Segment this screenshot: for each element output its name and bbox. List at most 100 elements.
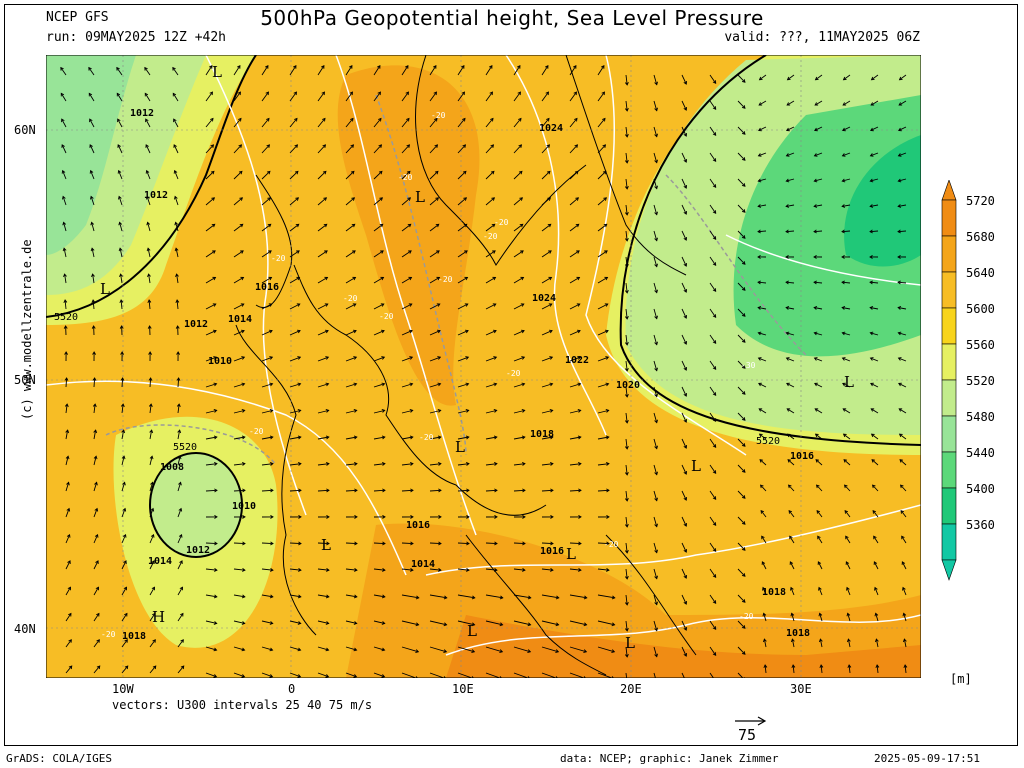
wind-arrow-head xyxy=(178,481,182,486)
wind-arrow-head xyxy=(150,507,155,512)
wind-arrow xyxy=(401,463,413,466)
lon-label: 10E xyxy=(452,682,474,696)
wind-arrow xyxy=(261,594,273,598)
isobar-line xyxy=(425,504,921,576)
wind-arrow xyxy=(569,383,581,388)
wind-arrow xyxy=(345,409,357,414)
wind-arrow xyxy=(373,277,384,284)
wind-arrow xyxy=(898,307,907,310)
colorbar-label: 5640 xyxy=(966,266,995,280)
height-fill-south-deep xyxy=(446,615,921,678)
wind-arrow-head xyxy=(353,674,358,678)
wind-arrow-head xyxy=(842,102,847,106)
wind-arrow-head xyxy=(237,64,241,69)
wind-arrow xyxy=(844,510,851,518)
wind-arrow xyxy=(317,250,328,258)
wind-arrow xyxy=(429,489,442,492)
wind-arrow-head xyxy=(326,541,330,546)
wind-arrow-head xyxy=(785,178,790,183)
wind-arrow-head xyxy=(871,484,876,489)
wind-arrow-head xyxy=(96,639,100,643)
wind-arrow xyxy=(146,170,151,180)
wind-arrow xyxy=(429,277,440,284)
wind-arrow xyxy=(541,118,550,128)
low-marker: L xyxy=(212,63,222,81)
wind-arrow xyxy=(149,456,153,466)
wind-arrow xyxy=(289,542,302,545)
wind-arrow xyxy=(233,330,245,336)
wind-arrow-head xyxy=(493,329,497,334)
wind-arrow xyxy=(814,178,823,182)
wind-arrow-head xyxy=(94,507,99,512)
wind-arrow xyxy=(758,307,767,310)
wind-arrow xyxy=(792,664,795,674)
wind-arrow xyxy=(513,65,521,76)
wind-arrow xyxy=(597,383,609,388)
wind-arrow-head xyxy=(92,403,97,407)
wind-arrow xyxy=(205,330,217,336)
wind-arrow xyxy=(148,274,151,284)
wind-arrow xyxy=(709,620,717,630)
wind-arrow-head xyxy=(815,484,820,489)
wind-arrow-head xyxy=(380,250,384,254)
wind-arrow-head xyxy=(785,255,789,259)
wind-arrow-head xyxy=(213,462,218,466)
wind-arrow-head xyxy=(549,435,554,440)
pressure-label: 1016 xyxy=(790,451,814,462)
wind-arrow xyxy=(681,646,687,657)
wind-arrow-head xyxy=(466,488,470,493)
wind-arrow-head xyxy=(268,276,273,281)
wind-arrow-head xyxy=(321,117,326,122)
wind-arrow xyxy=(873,536,879,544)
wind-arrow xyxy=(569,409,581,414)
wind-arrow-head xyxy=(95,560,99,564)
wind-arrow-head xyxy=(64,403,69,407)
wind-arrow-head xyxy=(902,638,907,643)
wind-arrow xyxy=(681,282,687,293)
wind-arrow xyxy=(373,223,384,232)
colorbar-label: 5520 xyxy=(966,374,995,388)
wind-arrow xyxy=(174,170,179,180)
wind-arrow xyxy=(172,67,179,76)
wind-arrow-head xyxy=(148,351,153,355)
wind-arrow xyxy=(317,594,329,598)
pressure-label: 1016 xyxy=(540,546,564,557)
wind-arrow xyxy=(653,412,658,423)
wind-arrow xyxy=(118,196,123,206)
wind-arrow xyxy=(401,330,413,336)
wind-arrow-head xyxy=(461,64,465,69)
wind-arrow-head xyxy=(712,366,717,370)
wind-arrow xyxy=(65,430,69,440)
wind-arrow-head xyxy=(352,276,357,281)
wind-arrow xyxy=(317,409,329,414)
wind-arrow-head xyxy=(712,314,717,318)
wind-arrow xyxy=(709,308,717,318)
wind-arrow xyxy=(205,118,214,128)
wind-arrow-head xyxy=(149,455,154,460)
wind-arrow xyxy=(401,277,412,284)
colorbar-segment xyxy=(941,451,957,489)
wind-arrow xyxy=(457,436,469,440)
wind-arrow-head xyxy=(845,535,849,540)
wind-arrow-head xyxy=(527,649,532,653)
wind-arrow-head xyxy=(354,568,358,572)
wind-arrow-head xyxy=(611,622,616,627)
wind-arrow xyxy=(61,118,67,128)
wind-arrow xyxy=(429,65,437,76)
wind-arrow-head xyxy=(93,429,98,434)
wind-arrow xyxy=(429,250,440,258)
wind-arrow-head xyxy=(870,433,875,438)
wind-arrow xyxy=(429,118,438,128)
wind-arrow-head xyxy=(491,197,496,201)
wind-arrow-head xyxy=(813,280,817,285)
wind-arrow-head xyxy=(173,144,177,148)
wind-arrow-head xyxy=(624,264,629,268)
wind-arrow-head xyxy=(325,647,330,652)
wind-arrow-head xyxy=(269,409,274,413)
high-marker: H xyxy=(152,608,165,626)
wind-arrow xyxy=(872,484,879,492)
wind-arrow xyxy=(737,308,746,317)
wind-arrow-head xyxy=(813,306,818,310)
